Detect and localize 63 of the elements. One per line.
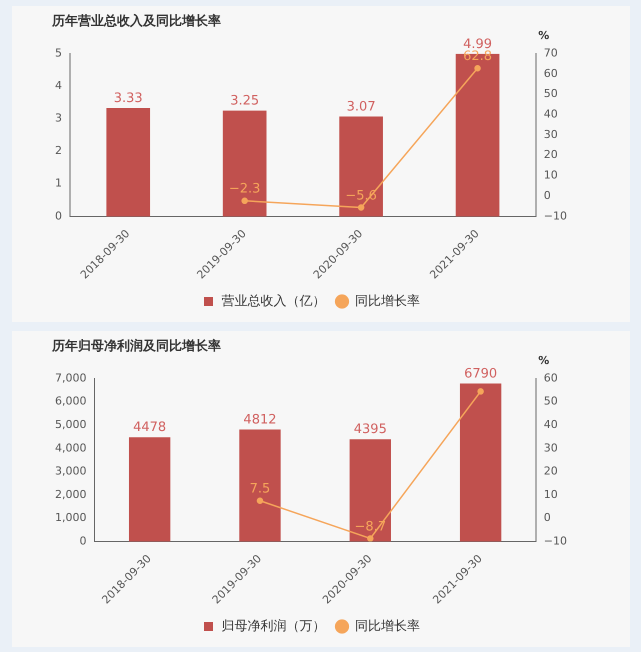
bar [239,430,281,542]
y-tick-label: 0 [55,209,62,222]
bar [339,116,383,216]
y-tick-label: 0 [79,534,86,548]
bar [460,383,502,542]
bar [350,439,391,542]
y-tick-label: 3 [55,112,62,125]
y2-tick-label: 20 [544,464,558,478]
data-label: 6790 [464,366,498,382]
y-tick-label: 5 [55,46,62,60]
bar [222,110,267,216]
y-tick-label: 2 [55,144,62,158]
bar [106,108,150,216]
y-tick-label: 4 [55,79,62,92]
y2-tick-label: 40 [544,418,558,431]
y2-axis-title: % [538,354,550,367]
y2-axis-title: % [538,28,550,42]
y-tick-label: 6,000 [54,394,86,408]
y-tick-label: 4,000 [54,441,86,454]
y2-tick-label: 10 [544,488,558,501]
bar [128,437,170,542]
y-tick-label: 1 [55,176,62,190]
y-tick-label: 7,000 [54,371,86,384]
data-label: 4395 [354,422,387,438]
y2-tick-label: 30 [544,128,558,141]
y-tick-label: 3,000 [54,464,86,478]
y2-tick-label: 50 [544,394,558,408]
y2-tick-label: 60 [544,371,558,384]
y2-tick-label: −10 [544,534,568,548]
data-label: 62.8 [463,49,492,64]
y-tick-label: 2,000 [54,488,86,501]
data-label: 3.33 [114,90,143,106]
y2-tick-label: 0 [544,188,551,202]
data-label: 4812 [243,412,277,428]
chart-title: 历年归母净利润及同比增长率 [51,338,221,354]
y-tick-label: 1,000 [54,511,86,524]
point [474,65,481,72]
y2-tick-label: 30 [544,441,558,454]
y2-tick-label: 0 [544,511,551,524]
y2-tick-label: 70 [544,46,558,60]
legend-label: 同比增长率 [355,292,420,309]
y2-tick-label: 60 [544,66,558,80]
data-label: 7.5 [250,482,270,497]
y2-tick-label: 10 [544,168,558,182]
data-label: −2.3 [228,182,260,197]
legend-label: 归母净利润（万） [222,618,326,634]
point [241,198,248,204]
chart-title: 历年营业总收入及同比增长率 [51,13,221,30]
legend-label: 营业总收入（亿） [222,294,326,309]
point [358,204,364,211]
y2-tick-label: 40 [544,108,558,121]
legend-label: 同比增长率 [355,618,420,634]
data-label: 3.25 [230,93,260,108]
y-tick-label: 5,000 [54,418,86,431]
point [367,535,374,542]
y2-tick-label: −10 [544,209,568,222]
data-label: 3.07 [346,99,376,114]
point [256,498,264,504]
data-label: 4.99 [463,36,492,52]
data-label: 4478 [133,420,166,436]
y2-tick-label: 20 [544,148,558,162]
point [477,388,484,395]
y2-tick-label: 50 [544,87,558,100]
